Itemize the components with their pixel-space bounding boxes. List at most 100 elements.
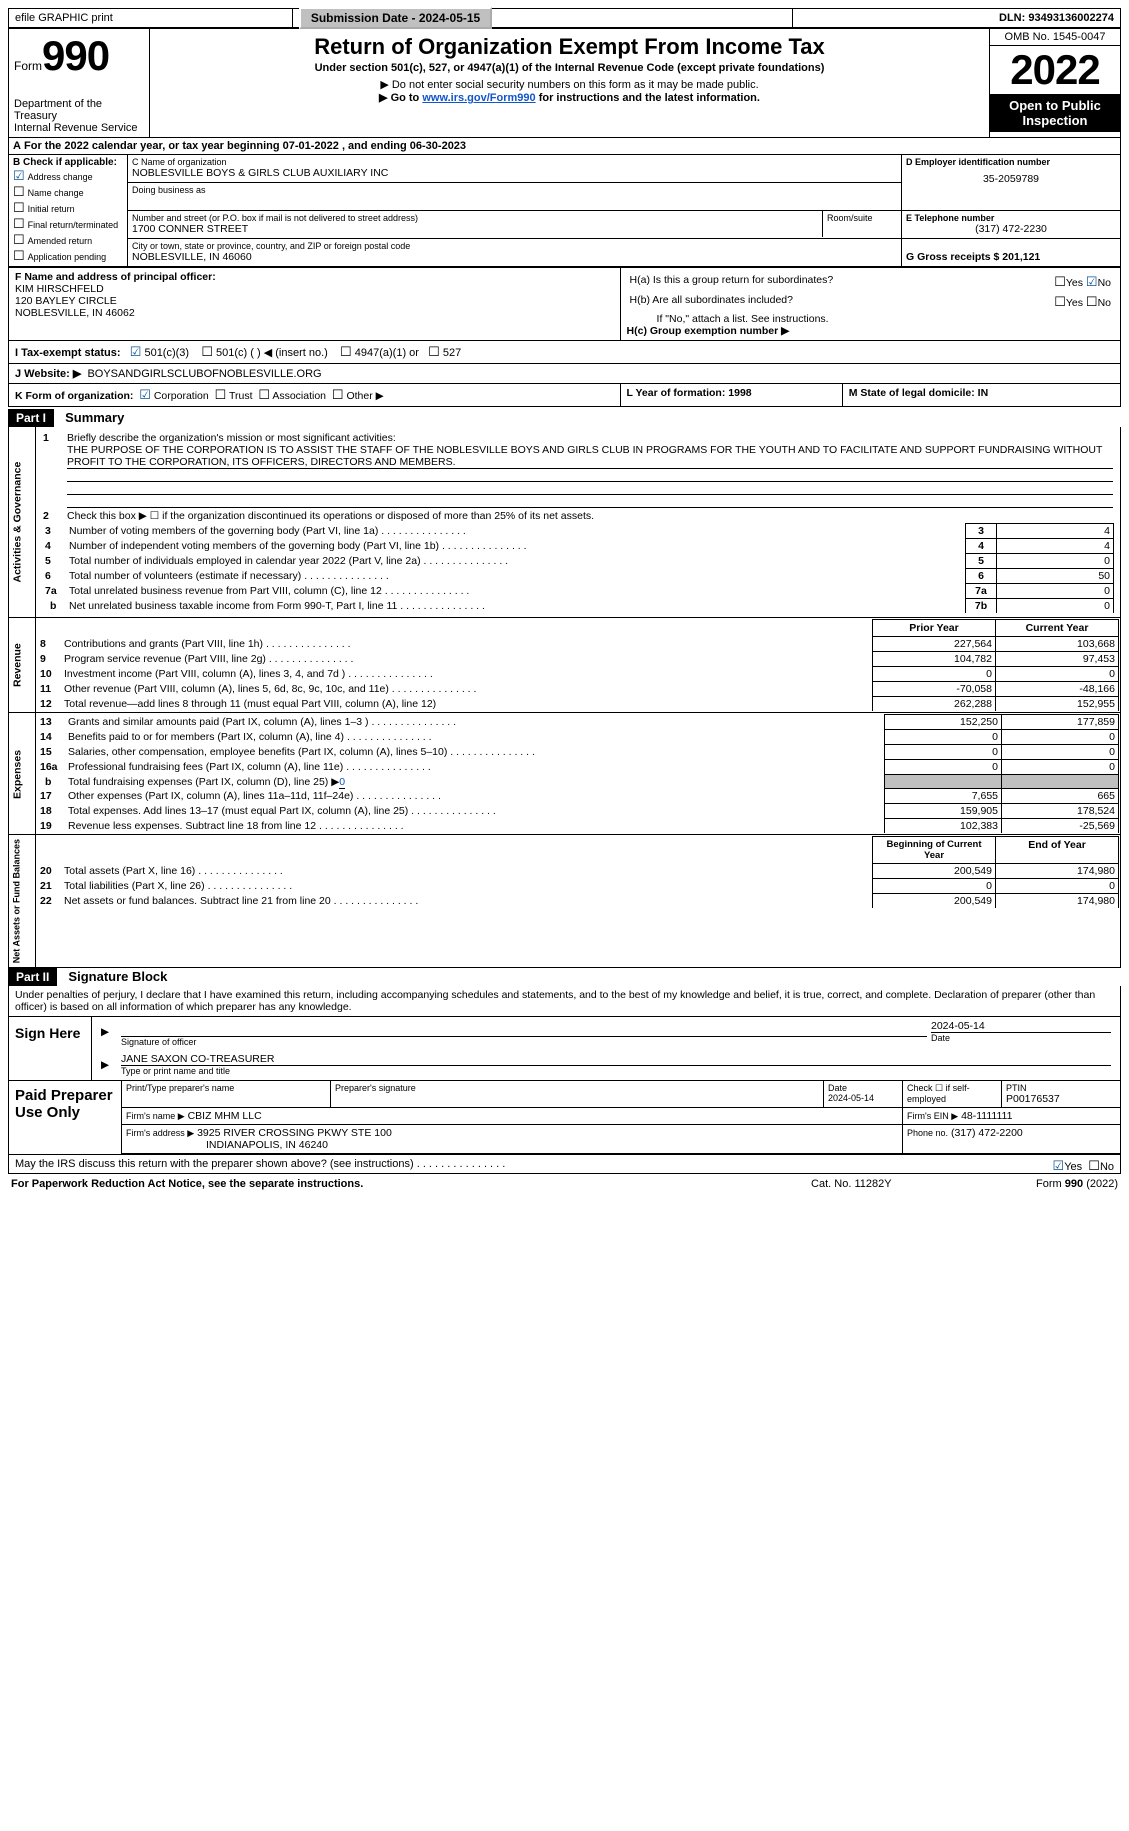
officer-label: F Name and address of principal officer: (15, 271, 614, 283)
officer-addr2: NOBLESVILLE, IN 46062 (15, 307, 614, 319)
col-begin: Beginning of Current Year (873, 837, 996, 864)
firm-ein: 48-1111111 (961, 1110, 1012, 1122)
cb-527[interactable]: ☐ (428, 344, 440, 359)
cb-final-return[interactable]: ☐ Final return/terminated (13, 216, 123, 232)
form-label: Form (14, 59, 42, 73)
col-prior: Prior Year (873, 620, 996, 637)
cb-corporation[interactable]: ☑ (139, 387, 151, 402)
dept-label: Department of the Treasury (14, 98, 144, 122)
calendar-year-line: A For the 2022 calendar year, or tax yea… (9, 138, 1120, 154)
hb-label: H(b) Are all subordinates included? (629, 293, 988, 311)
phone-value: (317) 472-2230 (906, 223, 1116, 235)
cb-other[interactable]: ☐ (332, 387, 344, 402)
form-header: Form990 Department of the Treasury Inter… (8, 28, 1121, 138)
website-value: BOYSANDGIRLSCLUBOFNOBLESVILLE.ORG (87, 368, 321, 380)
efile-label: efile GRAPHIC print (9, 9, 293, 28)
form-number: 990 (42, 32, 109, 79)
dba-label: Doing business as (132, 185, 897, 195)
tax-year: 2022 (990, 46, 1120, 94)
ha-label: H(a) Is this a group return for subordin… (629, 273, 988, 291)
firm-addr1: 3925 RIVER CROSSING PKWY STE 100 (197, 1127, 392, 1139)
cb-name-change[interactable]: ☐ Name change (13, 184, 123, 200)
cb-initial-return[interactable]: ☐ Initial return (13, 200, 123, 216)
cb-application-pending[interactable]: ☐ Application pending (13, 248, 123, 264)
sign-here-label: Sign Here (9, 1017, 92, 1081)
check-self-employed[interactable]: Check ☐ if self-employed (907, 1083, 997, 1104)
room-label: Room/suite (827, 213, 897, 223)
mission-text: THE PURPOSE OF THE CORPORATION IS TO ASS… (67, 444, 1113, 469)
ptin-label: PTIN (1006, 1083, 1116, 1093)
discuss-label: May the IRS discuss this return with the… (15, 1158, 414, 1170)
sig-name: JANE SAXON CO-TREASURER (121, 1053, 1111, 1066)
firm-addr2: INDIANAPOLIS, IN 46240 (126, 1139, 328, 1151)
state-domicile: M State of legal domicile: IN (842, 384, 1120, 407)
hc-label: H(c) Group exemption number ▶ (627, 325, 1114, 337)
ein-label: D Employer identification number (906, 157, 1116, 167)
side-revenue: Revenue (9, 618, 36, 713)
date-label: Date (931, 1033, 1111, 1043)
gross-receipts: G Gross receipts $ 201,121 (906, 251, 1116, 263)
penalty-text: Under penalties of perjury, I declare th… (9, 986, 1120, 1016)
ein-value: 35-2059789 (906, 173, 1116, 185)
cb-trust[interactable]: ☐ (215, 387, 227, 402)
form-subtitle: Under section 501(c), 527, or 4947(a)(1)… (155, 62, 984, 74)
cb-discuss-no[interactable]: ☐ (1088, 1158, 1100, 1173)
year-formation: L Year of formation: 1998 (620, 384, 842, 407)
hb-note: If "No," attach a list. See instructions… (627, 313, 1114, 325)
sig-date: 2024-05-14 (931, 1020, 1111, 1033)
col-end: End of Year (996, 837, 1119, 864)
form-title: Return of Organization Exempt From Incom… (155, 34, 984, 60)
phone-label: E Telephone number (906, 213, 1116, 223)
cb-501c3[interactable]: ☑ (130, 344, 142, 359)
street-value: 1700 CONNER STREET (132, 223, 818, 235)
note-link: ▶ Go to www.irs.gov/Form990 for instruct… (155, 91, 984, 104)
note-ssn: ▶ Do not enter social security numbers o… (155, 78, 984, 91)
side-net: Net Assets or Fund Balances (9, 835, 36, 968)
public-inspection: Open to Public Inspection (990, 94, 1120, 132)
part1-title: Summary (57, 410, 124, 425)
form-footer: Form 990 (2022) (941, 1177, 1119, 1191)
side-activities: Activities & Governance (9, 427, 36, 618)
submission-button[interactable]: Submission Date - 2024-05-15 (299, 7, 492, 29)
firm-name: CBIZ MHM LLC (188, 1110, 262, 1122)
arrow-icon: ▶ (100, 1019, 118, 1048)
irs-label: Internal Revenue Service (14, 122, 144, 134)
street-label: Number and street (or P.O. box if mail i… (132, 213, 818, 223)
website-label: J Website: ▶ (15, 368, 81, 380)
city-label: City or town, state or province, country… (132, 241, 897, 251)
cb-amended[interactable]: ☐ Amended return (13, 232, 123, 248)
paid-preparer-label: Paid Preparer Use Only (9, 1081, 122, 1154)
cb-4947[interactable]: ☐ (340, 344, 352, 359)
officer-name: KIM HIRSCHFELD (15, 283, 614, 295)
check-applicable-label: B Check if applicable: (13, 157, 123, 168)
cb-address-change[interactable]: ☑ Address change (13, 168, 123, 184)
side-expenses: Expenses (9, 713, 36, 835)
dln-label: DLN: 93493136002274 (793, 9, 1121, 28)
irs-link[interactable]: www.irs.gov/Form990 (422, 92, 535, 104)
tax-exempt-label: I Tax-exempt status: (15, 347, 121, 359)
omb-number: OMB No. 1545-0047 (990, 29, 1120, 46)
line2: Check this box ▶ ☐ if the organization d… (66, 509, 1114, 524)
city-value: NOBLESVILLE, IN 46060 (132, 251, 897, 263)
part2-title: Signature Block (60, 969, 167, 984)
top-bar: efile GRAPHIC print Submission Date - 20… (8, 8, 1121, 28)
col-current: Current Year (996, 620, 1119, 637)
prep-date: 2024-05-14 (828, 1093, 898, 1103)
org-name: NOBLESVILLE BOYS & GIRLS CLUB AUXILIARY … (132, 167, 897, 179)
cb-501c[interactable]: ☐ (201, 344, 213, 359)
cat-number: Cat. No. 11282Y (764, 1177, 939, 1191)
cb-discuss-yes[interactable]: ☑ (1053, 1158, 1065, 1173)
prep-sig-label: Preparer's signature (335, 1083, 819, 1093)
ptin-value: P00176537 (1006, 1093, 1116, 1105)
arrow-icon: ▶ (100, 1052, 118, 1078)
cb-association[interactable]: ☐ (258, 387, 270, 402)
firm-phone: (317) 472-2200 (951, 1127, 1023, 1139)
paperwork-notice: For Paperwork Reduction Act Notice, see … (10, 1177, 762, 1191)
sig-officer-label: Signature of officer (121, 1037, 927, 1047)
mission-label: Briefly describe the organization's miss… (67, 432, 396, 444)
part2-header: Part II (8, 968, 57, 986)
prep-name-label: Print/Type preparer's name (126, 1083, 326, 1093)
org-name-label: C Name of organization (132, 157, 897, 167)
form-org-label: K Form of organization: (15, 390, 133, 402)
sig-name-label: Type or print name and title (121, 1066, 1111, 1076)
